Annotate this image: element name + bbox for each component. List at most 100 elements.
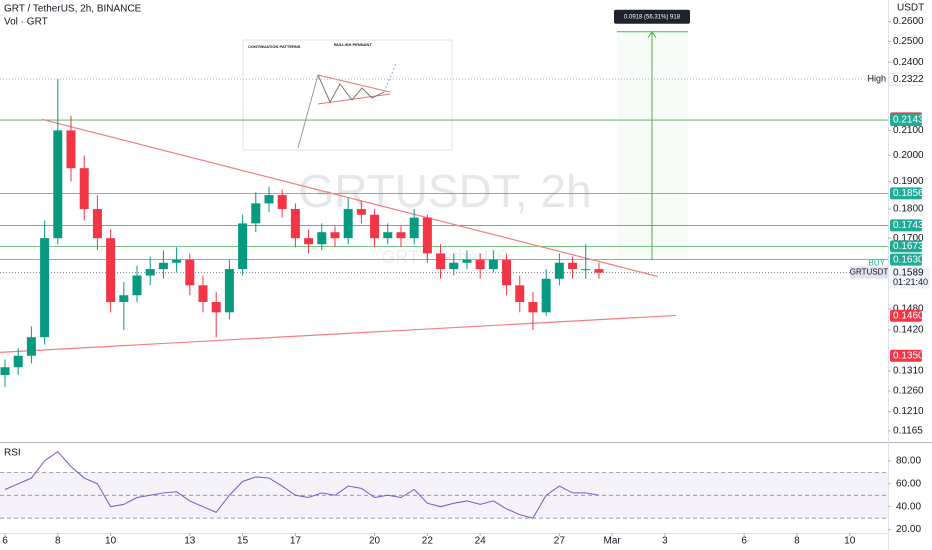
candle-body xyxy=(502,259,512,286)
rsi-tick-label: 20.00 xyxy=(896,524,921,535)
x-tick-label: 6 xyxy=(2,536,8,547)
candle-body xyxy=(515,285,525,303)
inset-frame xyxy=(242,39,453,151)
price-marker-label: 0.1673 xyxy=(893,241,924,252)
candle-body xyxy=(541,278,551,313)
y-tick-label: 0.2100 xyxy=(893,125,924,136)
measure-label-bg xyxy=(614,9,691,24)
inset-zigzag xyxy=(317,74,385,104)
candle-body xyxy=(79,168,89,210)
candle-body xyxy=(343,209,353,239)
x-tick-label: 10 xyxy=(844,536,856,547)
y-tick-label: 0.1480 xyxy=(893,304,924,315)
candle-body xyxy=(462,259,472,263)
candle-body xyxy=(172,259,182,263)
candle-body xyxy=(475,259,485,270)
candle-body xyxy=(106,238,116,303)
x-tick-label: Mar xyxy=(604,536,622,547)
price-marker-label: 0.1630 xyxy=(893,254,924,265)
candle-body xyxy=(581,269,591,271)
candle-body xyxy=(40,238,50,338)
rsi-tick-label: 40.00 xyxy=(896,501,921,512)
x-tick-label: 24 xyxy=(475,536,487,547)
countdown: 01:21:40 xyxy=(893,277,928,287)
candle-body xyxy=(422,217,432,254)
rsi-tick-label: 80.00 xyxy=(896,456,921,467)
current-marker xyxy=(890,266,930,289)
rsi-line xyxy=(4,451,600,519)
candle-body xyxy=(409,217,419,239)
candle-body xyxy=(92,209,102,239)
x-tick-label: 17 xyxy=(290,536,302,547)
candle-body xyxy=(528,302,538,313)
y-tick-label: 0.2000 xyxy=(893,150,924,161)
y-tick-label: 0.1310 xyxy=(893,366,924,377)
candle-body xyxy=(119,295,129,303)
candle-body xyxy=(224,269,234,313)
x-tick-label: 6 xyxy=(741,536,747,547)
high-label: 0.2322 xyxy=(893,74,924,85)
candle-body xyxy=(277,195,287,210)
rsi-title: RSI xyxy=(4,448,21,459)
x-tick-label: 10 xyxy=(105,536,117,547)
x-tick-label: 8 xyxy=(55,536,61,547)
chart-title: GRT / TetherUS, 2h, BINANCE xyxy=(4,4,142,15)
candle-body xyxy=(370,214,380,239)
candle-body xyxy=(198,285,208,303)
candle-body xyxy=(290,209,300,239)
current-symbol-bg xyxy=(850,266,888,279)
candle-body xyxy=(396,232,406,239)
price-marker xyxy=(890,309,922,322)
volume-label: Vol · GRT xyxy=(4,17,48,28)
candle-body xyxy=(53,130,63,239)
price-marker xyxy=(890,219,922,232)
y-tick-label: 0.1420 xyxy=(893,325,924,336)
current-symbol: GRTUSDT xyxy=(850,268,889,277)
high-marker xyxy=(889,72,923,86)
price-marker-label: 0.1350 xyxy=(893,350,924,361)
price-marker xyxy=(890,349,922,362)
inset-title: CONTINUATION PATTERNS xyxy=(248,44,301,49)
candle-body xyxy=(436,253,446,270)
inset-target xyxy=(383,63,397,93)
y-tick-label: 0.1165 xyxy=(893,426,923,437)
price-marker-label: 0.1743 xyxy=(893,220,924,231)
candle-body xyxy=(211,302,221,313)
currency: USDT xyxy=(897,3,924,14)
inset-upper xyxy=(317,74,391,93)
measure-label: 0.0918 (56.31%) 918 xyxy=(624,14,681,20)
x-tick-label: 8 xyxy=(794,536,800,547)
x-tick-label: 13 xyxy=(184,536,196,547)
price-marker-label: 0.2143 xyxy=(893,115,924,126)
candle-body xyxy=(330,232,340,239)
rsi-tick-label: 60.00 xyxy=(896,478,921,489)
inset-image: CONTINUATION PATTERNS BULLISH PENNANT xyxy=(242,39,453,151)
candle-body xyxy=(145,269,155,276)
candle-body xyxy=(185,259,195,286)
y-tick-label: 0.2400 xyxy=(893,57,924,68)
high-name: High xyxy=(867,74,886,84)
candle-body xyxy=(568,262,578,270)
candle-body xyxy=(26,337,36,356)
candle-body xyxy=(594,269,604,273)
x-tick-label: 15 xyxy=(237,536,249,547)
y-tick-label: 0.1700 xyxy=(893,233,924,244)
y-tick-label: 0.1900 xyxy=(893,176,924,187)
candle-body xyxy=(554,262,564,279)
current-label: 0.1589 xyxy=(893,267,924,278)
candle-body xyxy=(449,262,459,270)
candle-body xyxy=(383,232,393,239)
inset-subtitle: BULLISH PENNANT xyxy=(334,42,372,47)
candle-body xyxy=(317,232,327,245)
candle-body xyxy=(158,262,168,270)
candle-body xyxy=(488,259,498,270)
candle-body xyxy=(132,275,142,296)
y-tick-label: 0.2500 xyxy=(893,36,924,47)
candle-body xyxy=(304,238,314,245)
x-tick-label: 20 xyxy=(369,536,381,547)
price-marker xyxy=(890,240,922,253)
candle-body xyxy=(0,367,10,376)
price-marker-label: 0.1460 xyxy=(893,310,924,321)
price-marker-label: 0.1856 xyxy=(893,188,924,199)
